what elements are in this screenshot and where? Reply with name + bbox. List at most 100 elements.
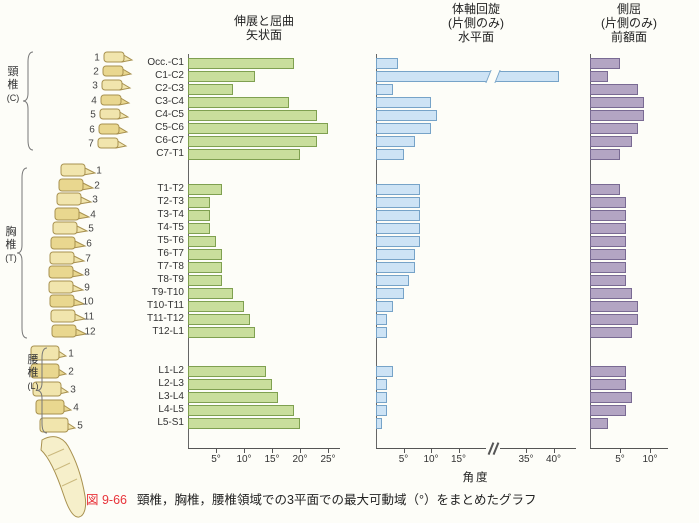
x-axis-tick <box>328 448 329 453</box>
bar-sagittal-T9-T10 <box>188 287 233 299</box>
figure-caption: 図 9-66 頸椎，胸椎，腰椎領域での3平面での最大可動域（°）をまとめたグラフ <box>86 489 536 508</box>
vertebra-thor-3 <box>56 192 93 206</box>
bar-sagittal-C3-C4 <box>188 96 289 108</box>
panel-title-axial-rotation: 体軸回旋 (片側のみ) 水平面 <box>376 2 576 44</box>
vertebra-thor-11 <box>50 309 87 323</box>
vertebra-number: 2 <box>93 67 99 78</box>
vertebra-number: 10 <box>82 297 94 308</box>
bar-lateral-flexion-C7-T1 <box>590 148 620 160</box>
vertebral-body <box>102 65 124 77</box>
x-axis-line <box>376 448 576 449</box>
vertebra-thor-9 <box>48 280 85 294</box>
vertebra-number: 2 <box>94 181 100 192</box>
bar-lateral-flexion-L1-L2 <box>590 365 626 377</box>
bar-axial-rotation-T6-T7 <box>376 248 415 260</box>
bar-axial-rotation-T11-T12 <box>376 313 387 325</box>
bar-lateral-flexion-T5-T6 <box>590 235 626 247</box>
bar-sagittal-T10-T11 <box>188 300 244 312</box>
bar-lateral-flexion-T11-T12 <box>590 313 638 325</box>
x-axis-tick <box>650 448 651 453</box>
vertebra-thor-10 <box>49 294 86 308</box>
vertebra-number: 1 <box>96 166 102 177</box>
vertebral-body <box>98 123 120 135</box>
segment-label-T11-T12: T11-T12 <box>146 313 184 324</box>
segment-label-T4-T5: T4-T5 <box>157 222 184 233</box>
bar-axial-rotation-C7-T1 <box>376 148 404 160</box>
vertebral-body <box>103 51 125 63</box>
vertebra-lumb-4 <box>35 399 73 415</box>
bar-axial-rotation-L2-L3 <box>376 378 387 390</box>
bar-sagittal-T11-T12 <box>188 313 250 325</box>
bar-lateral-flexion-T6-T7 <box>590 248 626 260</box>
bar-axial-rotation-T9-T10 <box>376 287 404 299</box>
vertebral-body <box>99 108 121 120</box>
segment-label-C7-T1: C7-T1 <box>156 148 184 159</box>
bar-lateral-flexion-T8-T9 <box>590 274 626 286</box>
bar-sagittal-L4-L5 <box>188 404 295 416</box>
segment-label-L3-L4: L3-L4 <box>158 391 184 402</box>
bar-lateral-flexion-L4-L5 <box>590 404 626 416</box>
vertebra-thor-7 <box>49 251 86 265</box>
bar-lateral-flexion-T10-T11 <box>590 300 638 312</box>
sacrum <box>40 436 87 518</box>
x-axis-title: 角度 <box>462 472 490 484</box>
bar-axial-rotation-T7-T8 <box>376 261 415 273</box>
x-axis-tick-label: 5° <box>211 454 221 465</box>
segment-label-T3-T4: T3-T4 <box>157 209 184 220</box>
x-axis-tick <box>526 448 527 453</box>
x-axis-tick-label: 10° <box>236 454 252 465</box>
x-axis-tick <box>431 448 432 453</box>
chart-panel-sagittal: 5° 10° 15° 20° 25° <box>188 0 340 523</box>
bar-sagittal-L1-L2 <box>188 365 267 377</box>
figure-number: 図 9-66 <box>86 493 127 507</box>
vertebral-body <box>54 207 80 221</box>
vertebral-body <box>49 294 75 308</box>
bar-sagittal-C4-C5 <box>188 109 317 121</box>
x-axis-tick-label: 15° <box>264 454 280 465</box>
bar-axial-rotation-L5-S1 <box>376 417 382 429</box>
bar-lateral-flexion-C6-C7 <box>590 135 632 147</box>
vertebra-number: 7 <box>88 139 94 150</box>
vertebral-body <box>101 79 123 91</box>
sacrum-segment-lines <box>47 448 78 487</box>
vertebra-thor-2 <box>58 178 95 192</box>
x-axis-tick <box>553 448 555 453</box>
bar-sagittal-L5-S1 <box>188 417 300 429</box>
bar-sagittal-T2-T3 <box>188 196 211 208</box>
vertebra-number: 3 <box>92 81 98 92</box>
vertebra-number: 11 <box>84 312 95 323</box>
vertebral-body <box>97 137 119 149</box>
vertebra-cerv-7 <box>97 137 128 149</box>
segment-label-L5-S1: L5-S1 <box>157 417 184 428</box>
panel-title-line: 伸展と屈曲 <box>233 14 294 28</box>
segment-label-T7-T8: T7-T8 <box>157 261 184 272</box>
bar-axial-rotation-C1-C2 <box>376 69 559 83</box>
bar-axial-rotation-T10-T11 <box>376 300 393 312</box>
vertebra-lumb-3 <box>32 381 70 397</box>
x-axis-tick <box>403 448 405 453</box>
vertebra-thor-5 <box>52 221 89 235</box>
vertebra-cerv-4 <box>100 94 131 106</box>
bar-lateral-flexion-L3-L4 <box>590 391 632 403</box>
bar-axial-rotation-C4-C5 <box>376 109 437 121</box>
segment-label-Occ.-C1: Occ.-C1 <box>147 57 184 68</box>
panel-title-line: 側屈 <box>616 2 641 16</box>
region-label-cervical: 頸椎 (C) <box>6 66 20 103</box>
vertebra-number: 6 <box>86 239 92 250</box>
segment-label-T1-T2: T1-T2 <box>157 183 184 194</box>
x-axis-tick-label: 5° <box>615 454 625 465</box>
bar-lateral-flexion-L5-S1 <box>590 417 608 429</box>
bar-sagittal-T4-T5 <box>188 222 211 234</box>
vertebra-number: 8 <box>84 268 90 279</box>
segment-label-C2-C3: C2-C3 <box>155 83 184 94</box>
x-axis-line <box>590 448 668 449</box>
vertebra-cerv-3 <box>101 79 132 91</box>
segment-label-T9-T10: T9-T10 <box>151 287 184 298</box>
vertebra-lumb-5 <box>39 417 77 433</box>
x-axis-tick-label: 25° <box>320 454 336 465</box>
bar-lateral-flexion-T2-T3 <box>590 196 626 208</box>
bar-sagittal-L2-L3 <box>188 378 272 390</box>
axis-break-mark <box>486 442 500 455</box>
